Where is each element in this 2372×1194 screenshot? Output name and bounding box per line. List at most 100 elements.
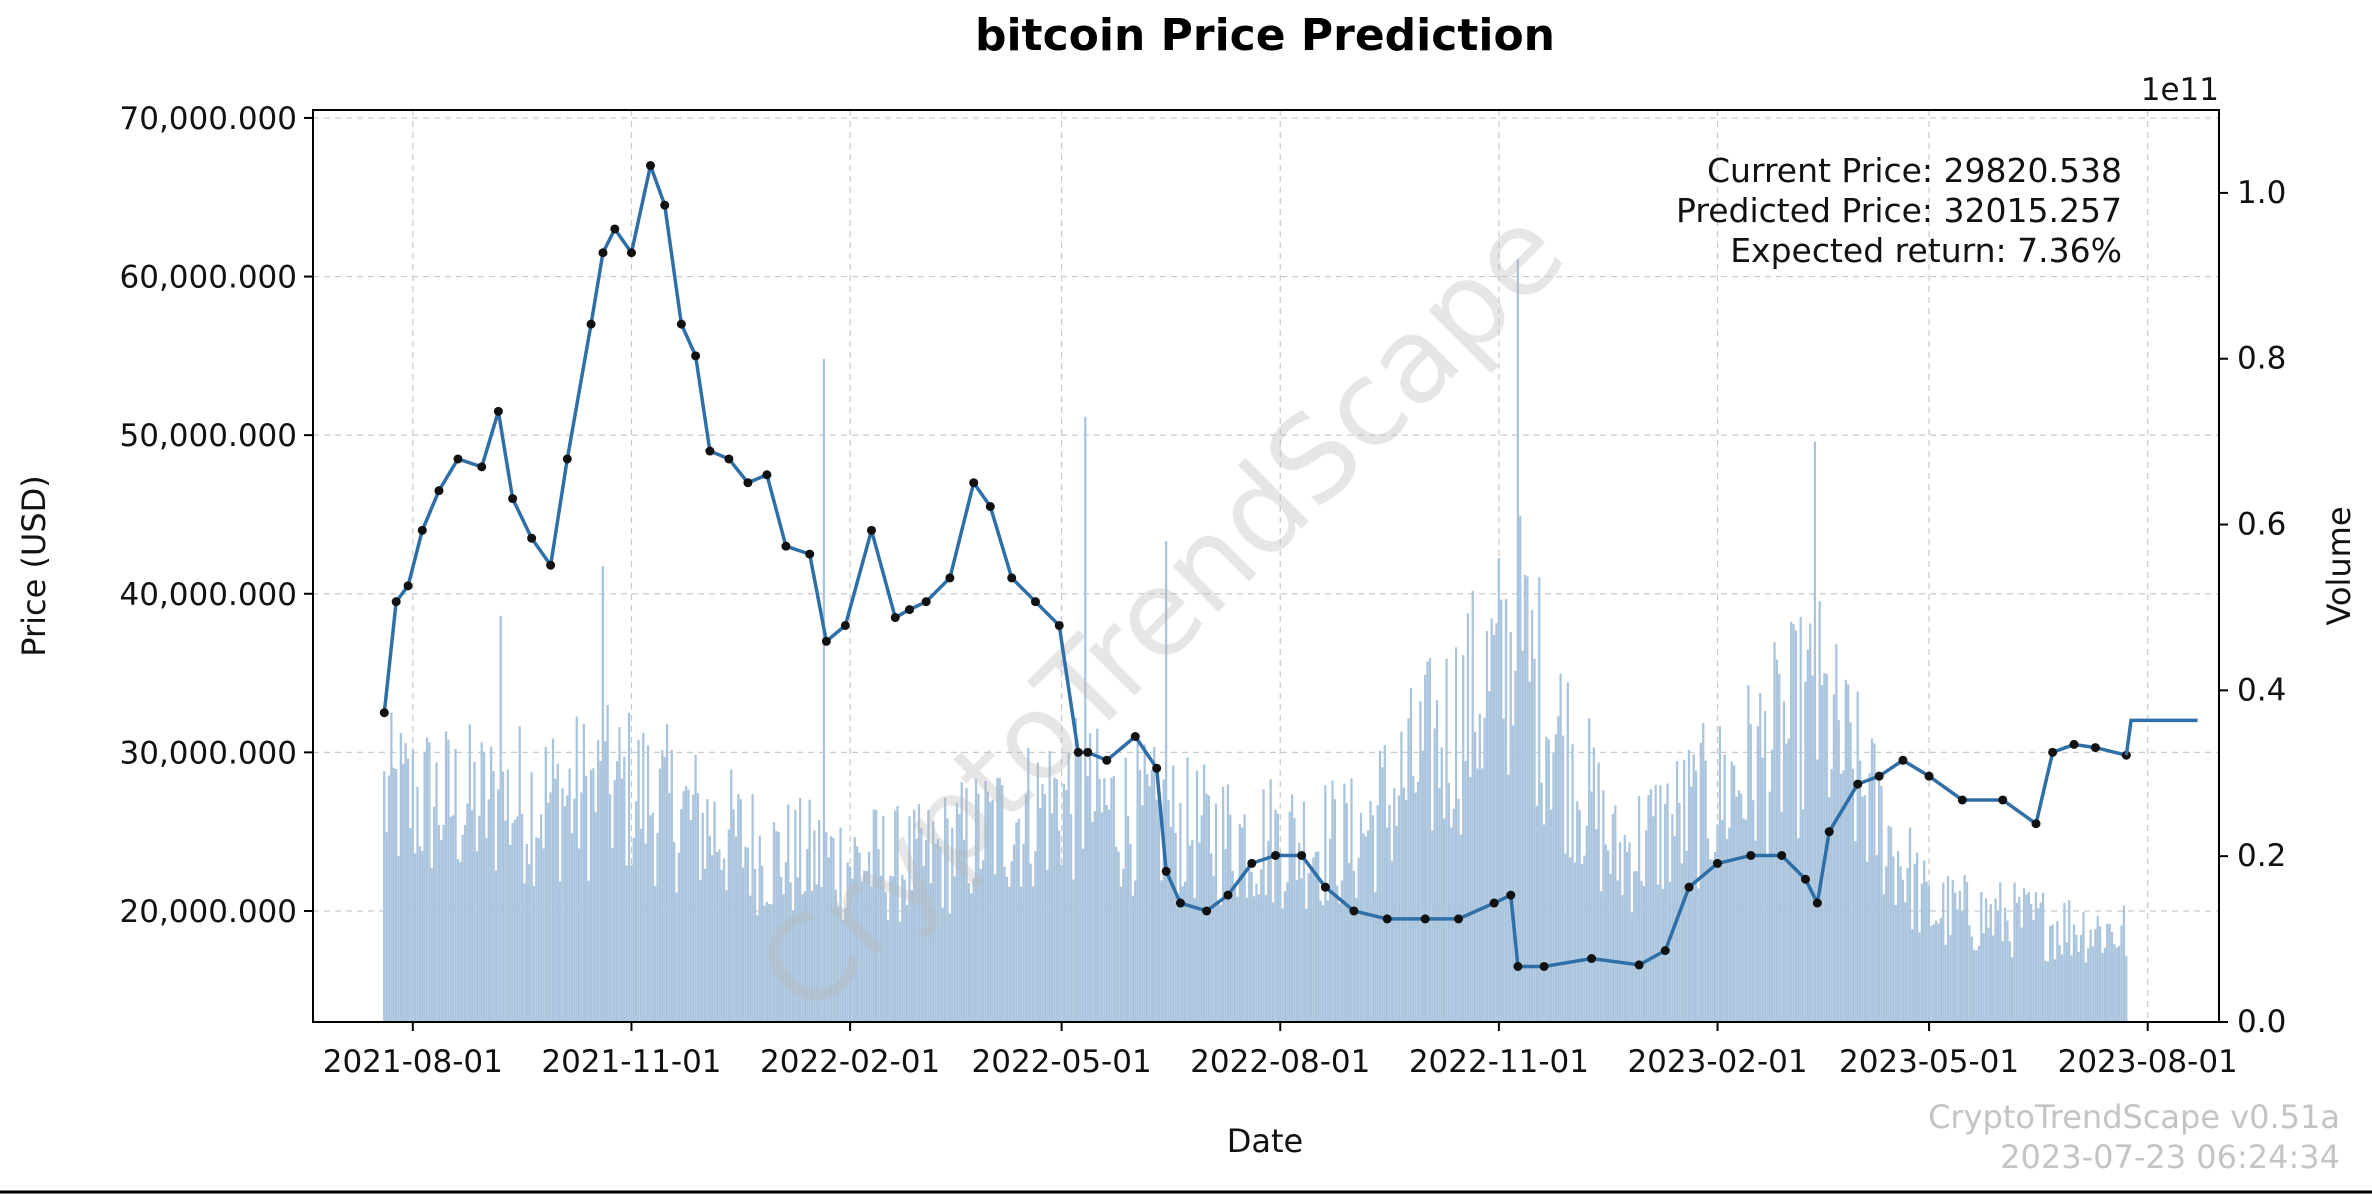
volume-bar-292 — [1077, 751, 1080, 1022]
volume-bar-162 — [768, 903, 771, 1022]
price-point-3 — [417, 525, 427, 535]
volume-bar-383 — [1293, 818, 1296, 1022]
volume-bar-163 — [770, 904, 773, 1022]
volume-bar-254 — [986, 791, 990, 1022]
volume-bar-20 — [430, 868, 433, 1022]
volume-bar-8 — [402, 763, 405, 1022]
volume-bar-275 — [1036, 762, 1039, 1022]
volume-bar-409 — [1355, 897, 1358, 1022]
volume-bar-725 — [2106, 923, 2109, 1022]
volume-bar-112 — [649, 815, 652, 1022]
volume-bar-62 — [530, 772, 533, 1022]
volume-bar-354 — [1224, 848, 1227, 1022]
x-tick-label-5: 2022-11-01 — [1409, 1044, 1589, 1080]
volume-bar-673 — [1982, 933, 1985, 1022]
volume-bar-302 — [1100, 812, 1104, 1022]
volume-bar-711 — [2072, 924, 2076, 1022]
volume-bar-289 — [1069, 813, 1073, 1022]
volume-bar-318 — [1138, 770, 1142, 1022]
price-point-42 — [1152, 763, 1162, 773]
volume-bar-175 — [799, 797, 802, 1022]
volume-bar-51 — [504, 820, 507, 1022]
y2-axis-label: Volume — [2320, 506, 2358, 625]
volume-bar-386 — [1300, 878, 1303, 1022]
volume-bar-484 — [1533, 658, 1536, 1022]
price-point-18 — [676, 319, 686, 329]
price-point-28 — [866, 525, 876, 535]
volume-bar-201 — [860, 881, 864, 1022]
volume-bar-170 — [787, 804, 790, 1022]
volume-bar-310 — [1119, 886, 1123, 1022]
volume-bar-483 — [1530, 609, 1534, 1022]
volume-bar-626 — [1870, 738, 1874, 1022]
volume-bar-624 — [1866, 861, 1869, 1022]
volume-bar-608 — [1828, 797, 1831, 1022]
volume-bar-278 — [1043, 794, 1047, 1022]
volume-bar-138 — [711, 855, 714, 1022]
price-point-8 — [508, 494, 518, 504]
volume-bar-392 — [1314, 851, 1317, 1022]
volume-bar-335 — [1179, 802, 1182, 1022]
volume-bar-587 — [1778, 673, 1781, 1022]
price-point-47 — [1247, 858, 1257, 868]
volume-bar-121 — [670, 749, 673, 1022]
volume-bar-499 — [1569, 857, 1572, 1022]
volume-bar-425 — [1393, 788, 1396, 1022]
volume-bar-524 — [1628, 842, 1631, 1022]
volume-bar-630 — [1880, 786, 1883, 1022]
volume-bar-716 — [2084, 962, 2087, 1022]
volume-bar-368 — [1257, 894, 1260, 1022]
price-point-72 — [1924, 771, 1934, 781]
volume-bar-303 — [1103, 778, 1106, 1022]
volume-bar-71 — [551, 738, 555, 1022]
volume-bar-541 — [1668, 881, 1672, 1022]
volume-bar-261 — [1003, 866, 1006, 1022]
volume-bar-365 — [1250, 871, 1253, 1022]
volume-bar-31 — [456, 859, 460, 1022]
volume-bar-412 — [1362, 833, 1365, 1022]
volume-bar-141 — [718, 849, 721, 1022]
volume-bar-271 — [1027, 747, 1030, 1022]
volume-bar-459 — [1473, 731, 1477, 1022]
volume-bar-698 — [2041, 892, 2045, 1022]
volume-bar-540 — [1666, 783, 1669, 1022]
volume-bar-188 — [829, 836, 833, 1022]
volume-bar-692 — [2027, 891, 2030, 1022]
volume-bar-707 — [2063, 903, 2066, 1022]
volume-bar-33 — [461, 834, 464, 1022]
predicted-price-annotation: Predicted Price: 32015.257 — [1676, 191, 2122, 230]
volume-bar-730 — [2117, 946, 2121, 1022]
volume-bar-206 — [872, 809, 875, 1022]
volume-bar-679 — [1996, 910, 2000, 1022]
price-point-38 — [1073, 747, 1083, 757]
volume-bar-18 — [425, 737, 429, 1022]
volume-bar-247 — [970, 893, 973, 1022]
volume-bar-460 — [1476, 768, 1479, 1022]
volume-bar-222 — [910, 890, 913, 1022]
volume-bar-164 — [772, 822, 776, 1022]
volume-bar-119 — [665, 724, 669, 1022]
price-point-41 — [1130, 732, 1140, 742]
volume-bar-503 — [1578, 809, 1581, 1022]
volume-bar-432 — [1409, 687, 1413, 1022]
volume-bar-633 — [1887, 825, 1890, 1022]
volume-bar-619 — [1854, 841, 1857, 1022]
volume-bar-598 — [1804, 681, 1807, 1022]
volume-bar-236 — [943, 797, 947, 1022]
price-point-77 — [2069, 739, 2079, 749]
volume-bar-488 — [1542, 824, 1546, 1022]
volume-bar-295 — [1084, 416, 1087, 1022]
volume-bar-451 — [1454, 647, 1458, 1022]
volume-bar-262 — [1005, 876, 1009, 1022]
volume-bar-75 — [561, 788, 564, 1022]
volume-bar-681 — [2001, 941, 2004, 1022]
volume-bar-629 — [1877, 775, 1881, 1022]
volume-bar-231 — [932, 821, 935, 1022]
volume-bar-422 — [1386, 827, 1389, 1022]
volume-bar-721 — [2096, 916, 2099, 1022]
volume-bar-155 — [751, 794, 754, 1022]
volume-bar-603 — [1816, 759, 1819, 1022]
volume-bar-506 — [1585, 825, 1588, 1022]
volume-bar-343 — [1198, 842, 1201, 1022]
volume-bar-709 — [2068, 900, 2071, 1022]
